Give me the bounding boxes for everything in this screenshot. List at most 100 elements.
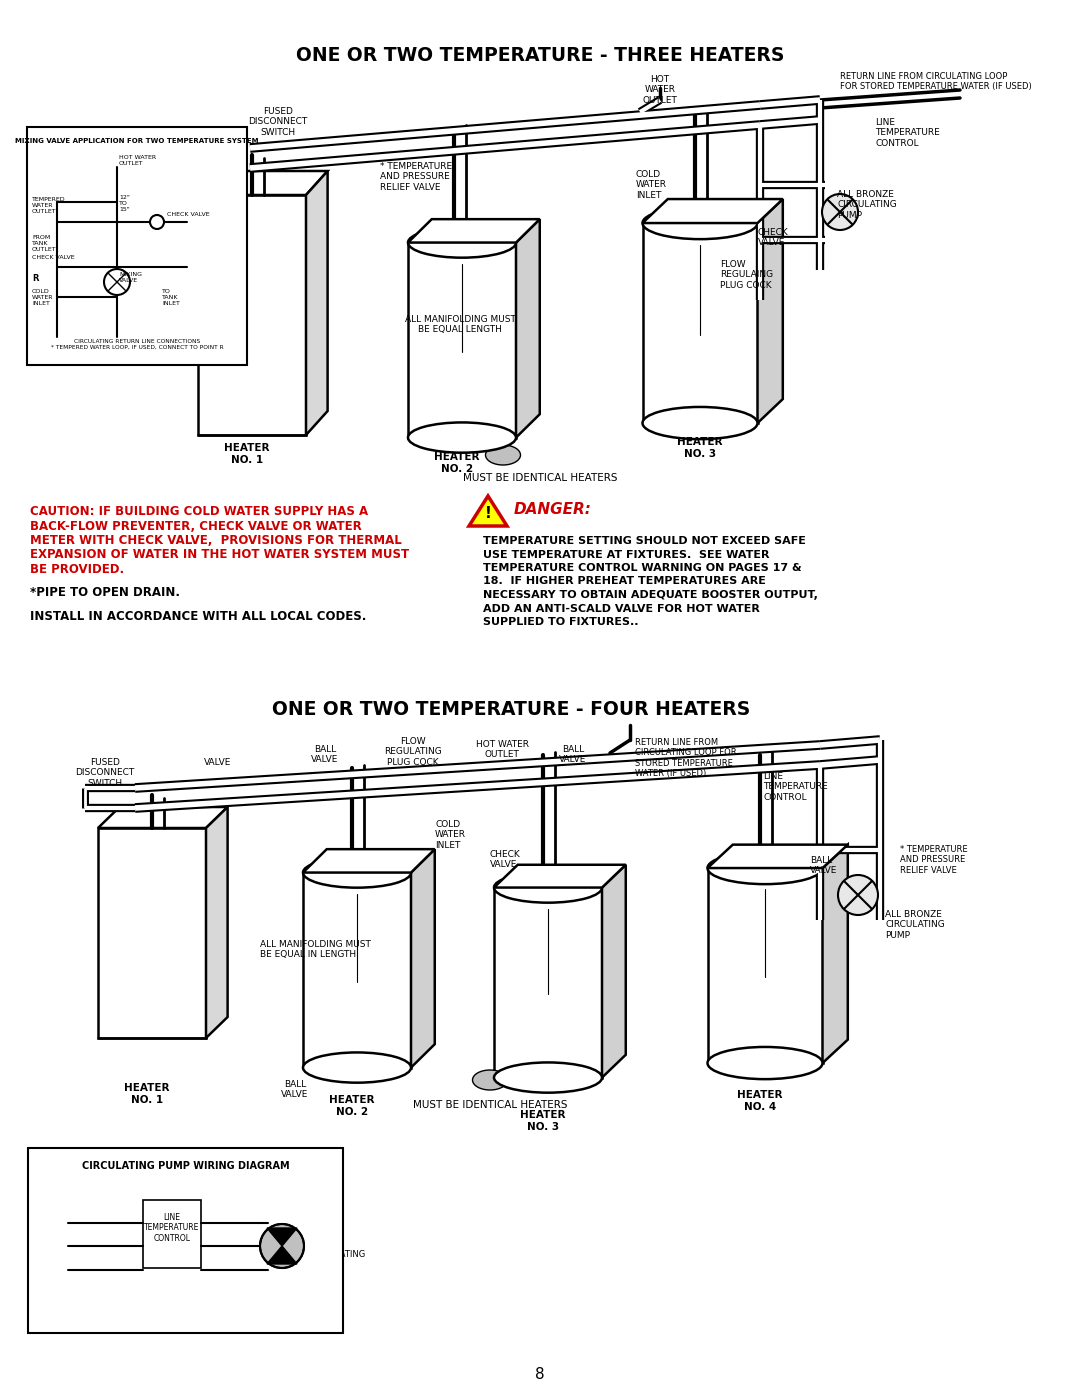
Text: 120V AC: 120V AC [30,1215,66,1225]
Text: SUPPLIED TO FIXTURES..: SUPPLIED TO FIXTURES.. [483,617,638,627]
Text: HOT WATER
OUTLET: HOT WATER OUTLET [119,155,157,166]
Ellipse shape [303,858,411,887]
Text: COLD
WATER
INLET: COLD WATER INLET [32,289,54,306]
Text: L2: L2 [56,1253,66,1263]
Text: CHECK VALVE: CHECK VALVE [167,212,210,217]
Text: LINE
TEMPERATURE
CONTROL: LINE TEMPERATURE CONTROL [875,117,940,148]
Polygon shape [516,219,540,437]
Circle shape [104,270,130,295]
Text: ADD AN ANTI-SCALD VALVE FOR HOT WATER: ADD AN ANTI-SCALD VALVE FOR HOT WATER [483,604,760,613]
Text: BALL
VALVE: BALL VALVE [281,1080,309,1099]
Text: BACK-FLOW PREVENTER, CHECK VALVE OR WATER: BACK-FLOW PREVENTER, CHECK VALVE OR WATE… [30,520,362,532]
Text: COLD
WATER
INLET: COLD WATER INLET [636,170,667,200]
Polygon shape [306,170,327,434]
Polygon shape [602,865,625,1077]
Polygon shape [98,807,228,828]
Text: ALL BRONZE
CIRCULATING
PUMP: ALL BRONZE CIRCULATING PUMP [885,909,945,940]
Text: HEATER
NO. 3: HEATER NO. 3 [521,1111,566,1132]
Text: 18.  IF HIGHER PREHEAT TEMPERATURES ARE: 18. IF HIGHER PREHEAT TEMPERATURES ARE [483,577,766,587]
Text: TEMPERED
WATER
OUTLET: TEMPERED WATER OUTLET [32,197,66,214]
Text: FUSED
DISCONNECT
SWITCH: FUSED DISCONNECT SWITCH [76,759,135,788]
Bar [198,196,306,434]
Text: CIRCULATING PUMP WIRING DIAGRAM: CIRCULATING PUMP WIRING DIAGRAM [82,1161,289,1171]
Text: HEATER
NO. 4: HEATER NO. 4 [738,1090,783,1112]
Text: CHECK
VALVE: CHECK VALVE [758,228,788,247]
Text: TO
TANK
INLET: TO TANK INLET [162,289,180,306]
Text: ALL MANIFOLDING MUST
BE EQUAL IN LENGTH: ALL MANIFOLDING MUST BE EQUAL IN LENGTH [260,940,370,960]
Text: L2: L2 [56,1239,66,1248]
Ellipse shape [707,852,823,884]
Text: ONE OR TWO TEMPERATURE - FOUR HEATERS: ONE OR TWO TEMPERATURE - FOUR HEATERS [272,700,751,719]
Polygon shape [823,845,848,1063]
Bar [143,1200,201,1268]
Text: CAUTION: IF BUILDING COLD WATER SUPPLY HAS A: CAUTION: IF BUILDING COLD WATER SUPPLY H… [30,504,368,518]
Text: BE PROVIDED.: BE PROVIDED. [30,563,124,576]
Text: CIRCULATING RETURN LINE CONNECTIONS
* TEMPERED WATER LOOP, IF USED, CONNECT TO P: CIRCULATING RETURN LINE CONNECTIONS * TE… [51,339,224,349]
Text: MIXING VALVE APPLICATION FOR TWO TEMPERATURE SYSTEM: MIXING VALVE APPLICATION FOR TWO TEMPERA… [15,138,259,144]
Bar [98,828,206,1038]
Text: USE TEMPERATURE AT FIXTURES.  SEE WATER: USE TEMPERATURE AT FIXTURES. SEE WATER [483,549,769,560]
Polygon shape [267,1246,297,1264]
Text: FROM
TANK
OUTLET: FROM TANK OUTLET [32,235,56,251]
Polygon shape [707,845,848,868]
Polygon shape [206,807,228,1038]
Polygon shape [198,170,327,196]
Text: CHECK VALVE: CHECK VALVE [32,256,75,260]
Ellipse shape [643,407,757,439]
Ellipse shape [408,422,516,453]
Bar [27,127,247,365]
Text: HEATER
NO. 2: HEATER NO. 2 [434,453,480,474]
Polygon shape [469,496,507,527]
Text: R: R [32,274,39,284]
Text: RETURN LINE FROM
CIRCULATING LOOP FOR
STORED TEMPERATURE
WATER (IF USED): RETURN LINE FROM CIRCULATING LOOP FOR ST… [635,738,737,778]
Ellipse shape [408,228,516,257]
Text: !: ! [485,507,491,521]
Ellipse shape [643,207,757,239]
Text: FLOW
REGULATING
PLUG COCK: FLOW REGULATING PLUG COCK [384,738,442,767]
Text: INSTALL IN ACCORDANCE WITH ALL LOCAL CODES.: INSTALL IN ACCORDANCE WITH ALL LOCAL COD… [30,610,366,623]
Text: LINE
TEMPERATURE
CONTROL: LINE TEMPERATURE CONTROL [762,773,827,802]
Text: DANGER:: DANGER: [514,502,592,517]
Polygon shape [411,849,435,1067]
Polygon shape [408,219,540,243]
Text: BALL
VALVE: BALL VALVE [311,745,339,764]
Text: MUST BE IDENTICAL HEATERS: MUST BE IDENTICAL HEATERS [462,474,618,483]
Polygon shape [494,865,625,887]
Text: NECESSARY TO OBTAIN ADEQUATE BOOSTER OUTPUT,: NECESSARY TO OBTAIN ADEQUATE BOOSTER OUT… [483,590,818,599]
Ellipse shape [494,873,602,902]
Text: * TEMPERATURE
AND PRESSURE
RELIEF VALVE: * TEMPERATURE AND PRESSURE RELIEF VALVE [380,162,453,191]
Text: CHECK
VALVE: CHECK VALVE [490,849,521,869]
Bar [494,887,602,1077]
Ellipse shape [494,1063,602,1092]
Ellipse shape [486,446,521,465]
Text: ALL BRONZE
CIRCULATING
PUMP: ALL BRONZE CIRCULATING PUMP [837,190,896,219]
Bar [643,224,757,423]
Text: HEATER
NO. 2: HEATER NO. 2 [329,1095,375,1116]
Text: ALL MANIFOLDING MUST
BE EQUAL LENGTH: ALL MANIFOLDING MUST BE EQUAL LENGTH [405,314,515,334]
Ellipse shape [473,1070,508,1090]
Text: VALVE: VALVE [204,759,232,767]
Text: ONE OR TWO TEMPERATURE - THREE HEATERS: ONE OR TWO TEMPERATURE - THREE HEATERS [296,46,784,66]
Text: METER WITH CHECK VALVE,  PROVISIONS FOR THERMAL: METER WITH CHECK VALVE, PROVISIONS FOR T… [30,534,402,548]
Circle shape [260,1224,303,1268]
Bar [303,873,411,1067]
Text: LINE
TEMPERATURE
CONTROL: LINE TEMPERATURE CONTROL [145,1213,200,1243]
Text: HEATER
NO. 1: HEATER NO. 1 [225,443,270,465]
Text: 12"
TO
15": 12" TO 15" [119,196,130,211]
Polygon shape [303,849,435,873]
Polygon shape [267,1228,297,1246]
Circle shape [838,875,878,915]
Text: TEMPERATURE SETTING SHOULD NOT EXCEED SAFE: TEMPERATURE SETTING SHOULD NOT EXCEED SA… [483,536,806,546]
Ellipse shape [303,1052,411,1083]
Text: HOT WATER
OUTLET: HOT WATER OUTLET [475,740,528,760]
Text: HEATER
NO. 3: HEATER NO. 3 [677,437,723,458]
Text: MUST BE IDENTICAL HEATERS: MUST BE IDENTICAL HEATERS [413,1099,567,1111]
Circle shape [822,194,858,231]
Text: MIXING
VALVE: MIXING VALVE [119,272,141,282]
Polygon shape [643,198,783,224]
Text: HOT
WATER
OUTLET: HOT WATER OUTLET [643,75,677,105]
Text: COLD
WATER
INLET: COLD WATER INLET [435,820,465,849]
Bar [707,868,823,1063]
Text: FUSED
DISCONNECT
SWITCH: FUSED DISCONNECT SWITCH [248,108,308,137]
Ellipse shape [707,1046,823,1078]
